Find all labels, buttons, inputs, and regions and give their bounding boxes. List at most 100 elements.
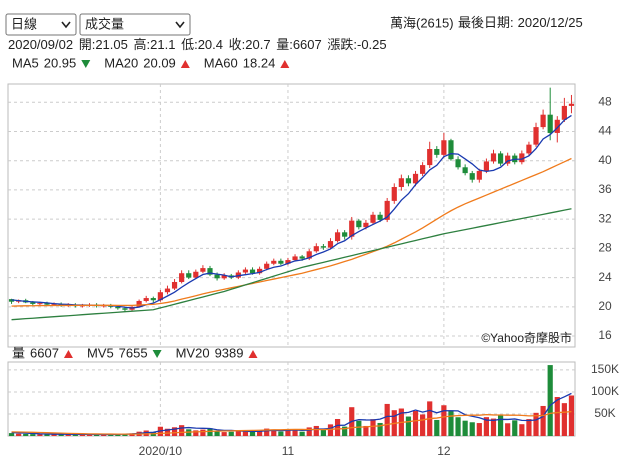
candle-body: [271, 260, 277, 264]
volume-bar: [58, 434, 64, 436]
candle-body: [497, 153, 504, 164]
y-tick-label: 24: [598, 270, 612, 284]
dropdown-text[interactable]: 日線: [11, 16, 37, 31]
volume-value: 6607: [293, 37, 322, 52]
volume-bar: [505, 423, 511, 436]
open-value: 21.05: [95, 37, 128, 52]
high-label: 高:: [134, 37, 151, 52]
volume-bar: [37, 434, 43, 436]
volume-bar: [271, 429, 277, 436]
candle-body: [568, 103, 575, 106]
y-tick-label: 100K: [591, 384, 619, 398]
volume-bar: [16, 433, 22, 436]
candle-body: [448, 140, 454, 160]
volume-bar: [44, 434, 50, 436]
volume-bar: [490, 418, 497, 436]
volume-bar: [370, 419, 376, 436]
volume-bar: [476, 423, 482, 436]
volume-bar: [327, 424, 334, 436]
candle-body: [285, 260, 291, 264]
volume-bar: [8, 433, 15, 436]
low-value: 20.4: [198, 37, 223, 52]
high-value: 21.1: [150, 37, 175, 52]
candle-body: [526, 144, 532, 154]
volume-bar: [86, 434, 93, 436]
volume-bar: [469, 422, 475, 436]
volume-bar: [568, 395, 575, 436]
volume-bar: [179, 425, 185, 436]
y-tick-label: 28: [598, 241, 612, 255]
y-tick-label: 44: [598, 124, 612, 138]
close-value: 20.7: [245, 37, 270, 52]
volume-bar: [200, 429, 206, 436]
dropdown-box[interactable]: [79, 13, 191, 36]
candle-body: [200, 268, 206, 272]
candle-body: [278, 260, 284, 264]
dropdown-text[interactable]: 成交量: [85, 16, 124, 31]
legend-trend: [152, 350, 162, 358]
quote-info: 2020/09/02 開:21.05 高:21.1 低:20.4 收:20.7 …: [8, 37, 387, 52]
volume-bar: [554, 397, 560, 436]
volume-bar: [278, 431, 284, 436]
volume-bar: [313, 425, 319, 436]
change-label: 漲跌:: [327, 37, 357, 52]
volume-label: 量:: [276, 37, 293, 52]
volume-bar: [214, 431, 220, 436]
candle-body: [37, 303, 43, 305]
candle-body: [441, 140, 447, 155]
volume-bar: [299, 431, 305, 436]
y-tick-label: 150K: [591, 362, 619, 376]
volume-bar: [221, 432, 227, 436]
period-dropdown[interactable]: 日線: [5, 13, 77, 36]
candle-body: [44, 303, 50, 305]
candle-body: [257, 268, 263, 274]
candle-body: [434, 149, 440, 155]
candle-body: [292, 256, 298, 261]
candle-body: [561, 105, 567, 120]
legend-name: MV5: [87, 345, 114, 360]
candle-body: [51, 303, 57, 305]
volume-bar: [23, 433, 29, 436]
volume-bar: [115, 434, 121, 436]
last-date-label: 最後日期:: [458, 15, 514, 30]
volume-bar: [306, 427, 312, 436]
chevron[interactable]: [175, 21, 185, 29]
volume-bar: [292, 429, 298, 436]
legend-trend: [180, 60, 190, 68]
y-tick-label: 40: [598, 153, 612, 167]
dropdown-box[interactable]: [5, 13, 77, 36]
candle-body: [264, 263, 270, 269]
candle-body: [540, 114, 546, 128]
x-tick-label: 2020/10: [139, 444, 183, 458]
candle-body: [164, 288, 171, 293]
indicator-dropdown[interactable]: 成交量: [79, 13, 191, 36]
ma-line: [11, 114, 572, 309]
candle-body: [384, 200, 390, 220]
candle-body: [356, 220, 362, 228]
volume-bar: [101, 434, 107, 436]
candle-body: [505, 155, 511, 164]
candle-body: [30, 302, 36, 304]
candle-body: [214, 274, 220, 279]
chevron[interactable]: [61, 21, 71, 29]
candle-body: [334, 232, 341, 242]
volume-bar: [342, 426, 348, 436]
last-date: 最後日期: 2020/12/25: [458, 15, 583, 30]
candle-body: [363, 222, 369, 228]
change-value: -0.25: [357, 37, 387, 52]
legend-trend: [81, 60, 91, 68]
legend-name: MA5: [12, 55, 39, 70]
watermark: ©Yahoo奇摩股市: [481, 330, 572, 345]
volume-bar: [519, 424, 525, 436]
volume-bar: [540, 405, 546, 436]
volume-bar: [533, 412, 539, 436]
volume-bar: [72, 434, 78, 436]
legend-value: 20.09: [143, 55, 176, 70]
candle-body: [306, 251, 312, 259]
candle-body: [412, 173, 419, 184]
last-date-value: 2020/12/25: [518, 15, 583, 30]
volume-bar: [108, 434, 114, 436]
legend-value: 7655: [119, 345, 148, 360]
volume-bar: [512, 420, 518, 436]
